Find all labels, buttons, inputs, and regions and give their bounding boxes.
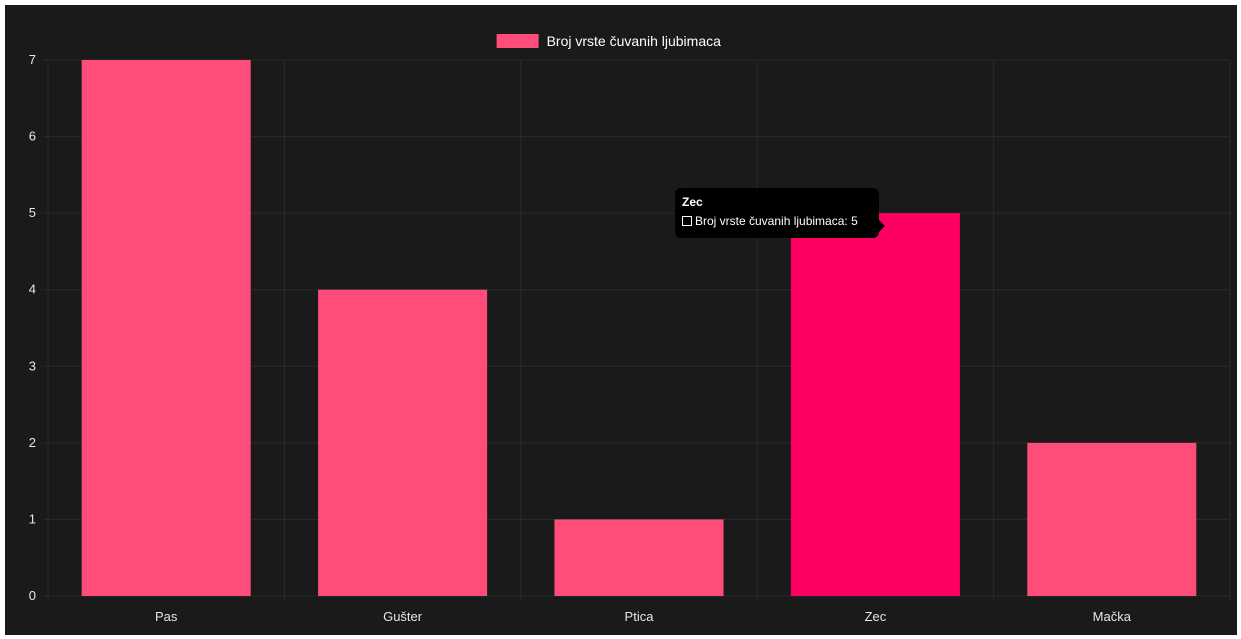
chart-panel: 0 1 2 3 4 5 6 7 Pas Gušter Ptica Zec Mačka Broj vrste… <box>5 5 1237 635</box>
bar-gušter <box>318 289 488 596</box>
bar-pas <box>81 60 251 596</box>
y-tick-label: 7 <box>29 52 36 67</box>
bar-chart: 0 1 2 3 4 5 6 7 Pas Gušter Ptica Zec Mačka Broj vrste… <box>29 33 1231 624</box>
y-tick-label: 2 <box>29 435 36 450</box>
y-tick-label: 3 <box>29 358 36 373</box>
y-tick-label: 5 <box>29 205 36 220</box>
tooltip-color-swatch <box>682 216 692 226</box>
x-tick-label: Pas <box>155 609 178 624</box>
tooltip-row: Broj vrste čuvanih ljubimaca: 5 <box>682 214 872 228</box>
y-tick-label: 1 <box>29 511 36 526</box>
legend-swatch <box>496 34 539 48</box>
bar-mačka <box>1027 442 1197 596</box>
x-tick-label: Ptica <box>625 609 655 624</box>
legend-label: Broj vrste čuvanih ljubimaca <box>547 33 722 49</box>
tooltip-label: Broj vrste čuvanih ljubimaca: 5 <box>695 214 858 228</box>
tooltip-caret <box>879 220 885 232</box>
y-tick-label: 0 <box>29 588 36 603</box>
tooltip-title: Zec <box>682 195 703 209</box>
bar-zec <box>790 213 960 596</box>
x-tick-label: Mačka <box>1093 609 1132 624</box>
x-tick-label: Gušter <box>383 609 423 624</box>
x-tick-label: Zec <box>865 609 887 624</box>
y-tick-label: 4 <box>29 282 36 297</box>
y-tick-label: 6 <box>29 129 36 144</box>
bar-ptica <box>554 519 724 596</box>
tooltip: Zec Broj vrste čuvanih ljubimaca: 5 <box>675 188 885 238</box>
